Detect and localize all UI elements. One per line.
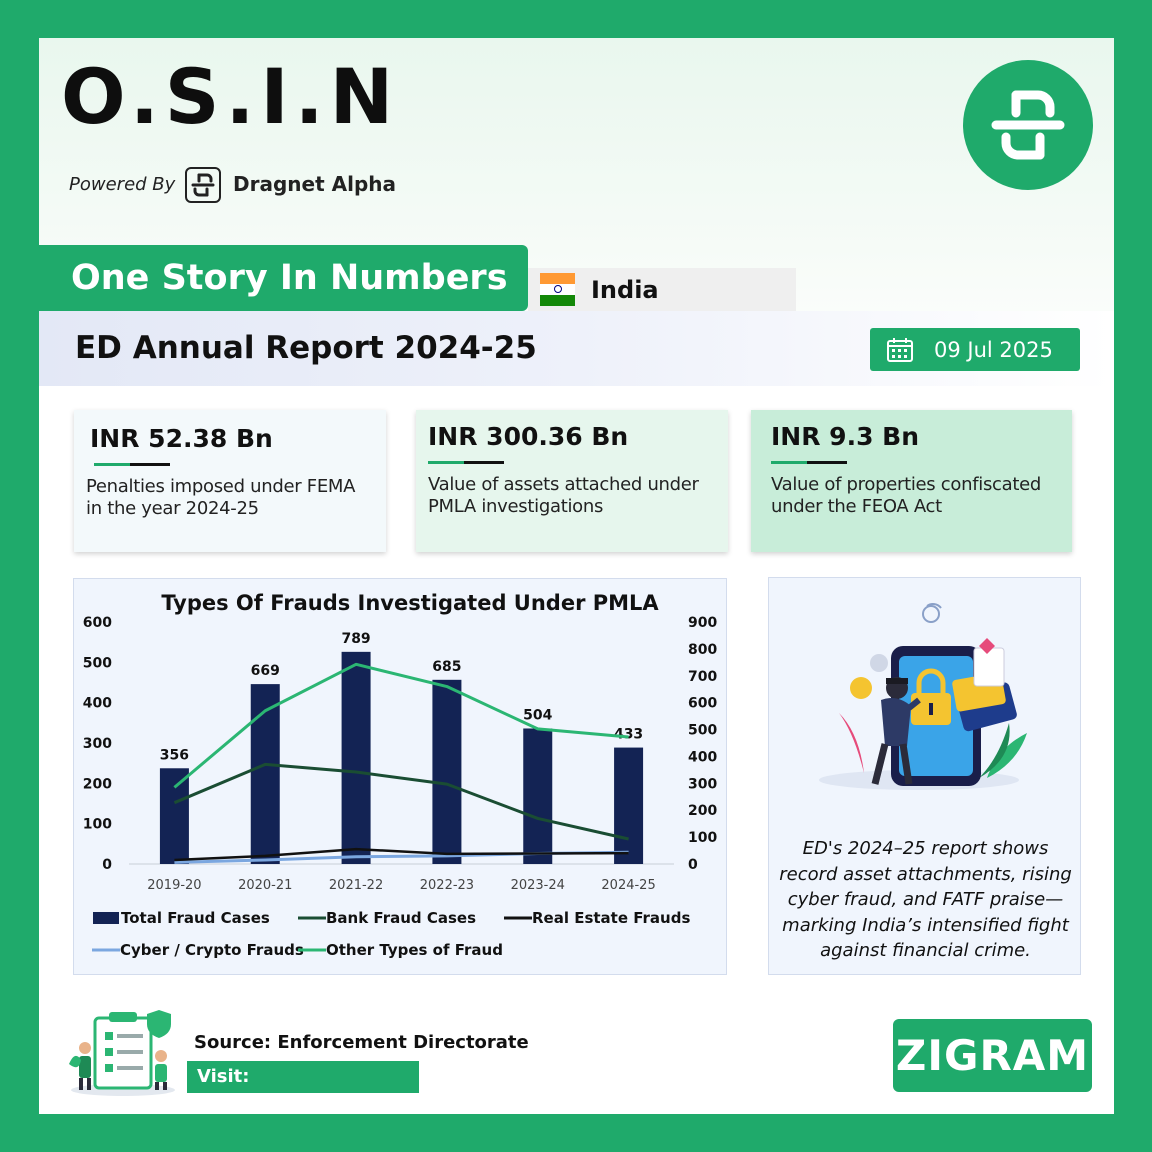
osin-logo: O.S.I.N (61, 52, 400, 141)
country-name: India (591, 275, 659, 304)
bar-data-label: 685 (432, 659, 461, 675)
story-tab: One Story In Numbers (39, 245, 528, 311)
legend-swatch (93, 912, 119, 924)
y-left-tick-label: 500 (83, 655, 112, 671)
x-tick-label: 2019-20 (147, 878, 201, 893)
fraud-chart: Types Of Frauds Investigated Under PMLA 0… (83, 591, 718, 959)
report-title: ED Annual Report 2024-25 (75, 330, 537, 366)
partner-name: Dragnet Alpha (233, 172, 396, 196)
line-real-estate-frauds (174, 847, 629, 862)
y-right-tick-label: 500 (688, 723, 717, 739)
y-right-tick-label: 300 (688, 776, 717, 792)
legend-label: Other Types of Fraud (326, 941, 503, 959)
summary-text: ED's 2024–25 report shows record asset a… (779, 838, 1072, 961)
stat-divider (771, 461, 847, 464)
report-date: 09 Jul 2025 (934, 337, 1053, 362)
stat-divider (428, 461, 504, 464)
date-badge: 09 Jul 2025 (870, 328, 1080, 371)
y-right-tick-label: 100 (688, 830, 717, 846)
y-left-tick-label: 0 (102, 857, 112, 873)
bar-total-fraud-cases (250, 684, 280, 864)
calendar-icon (887, 337, 913, 362)
y-left-tick-label: 300 (83, 736, 112, 752)
line-bank-fraud-cases (173, 762, 629, 841)
y-left-tick-label: 600 (83, 615, 112, 631)
chart-title: Types Of Frauds Investigated Under PMLA (161, 591, 659, 615)
y-right-tick-label: 400 (688, 749, 717, 765)
country-tag: India (528, 268, 796, 311)
stat-card-properties: INR 9.3 Bn Value of properties confiscat… (751, 410, 1072, 552)
y-right-tick-label: 700 (688, 669, 717, 685)
y-right-tick-label: 600 (688, 696, 717, 712)
stat-value: INR 9.3 Bn (771, 422, 920, 451)
x-tick-label: 2023-24 (511, 878, 565, 893)
stat-description: Value of assets attached under PMLA inve… (428, 474, 699, 517)
bar-total-fraud-cases (614, 747, 644, 864)
stat-card-penalties: INR 52.38 Bn Penalties imposed under FEM… (74, 410, 386, 552)
bar-data-label: 789 (341, 631, 370, 647)
osin-brand-icon (963, 60, 1093, 190)
infographic-card: O.S.I.N Powered By Dragnet Alpha One Sto… (39, 38, 1114, 1114)
y-right-tick-label: 800 (688, 642, 717, 658)
stat-description: Penalties imposed under FEMA in the year… (86, 476, 356, 519)
bar-total-fraud-cases (159, 768, 189, 864)
cyber-fraud-illustration (819, 603, 1027, 790)
powered-by-label: Powered By (69, 174, 176, 195)
y-left-tick-label: 200 (83, 776, 112, 792)
summary-panel: ED's 2024–25 report shows record asset a… (768, 577, 1081, 975)
y-left-tick-label: 400 (83, 696, 112, 712)
website-link[interactable]: Visit: www.zigram.tech (187, 1061, 419, 1114)
checklist-illustration (69, 1010, 175, 1096)
y-right-tick-label: 0 (688, 857, 698, 873)
legend-label: Cyber / Crypto Frauds (120, 941, 304, 959)
stat-value: INR 300.36 Bn (428, 422, 629, 451)
bar-data-label: 669 (251, 663, 280, 679)
x-tick-label: 2020-21 (238, 878, 292, 893)
stat-divider (94, 463, 170, 466)
x-tick-label: 2022-23 (420, 878, 474, 893)
bar-total-fraud-cases (432, 679, 462, 864)
source-text: Source: Enforcement Directorate (194, 1032, 529, 1053)
legend-label: Real Estate Frauds (532, 909, 690, 927)
zigram-logo: ZIGRAM (893, 1019, 1092, 1092)
y-left-tick-label: 100 (83, 817, 112, 833)
stat-value: INR 52.38 Bn (90, 424, 273, 453)
y-right-tick-label: 200 (688, 803, 717, 819)
bar-total-fraud-cases (341, 651, 371, 864)
y-right-tick-label: 900 (688, 615, 717, 631)
line-other-types-of-fraud (173, 662, 629, 789)
bar-data-label: 433 (614, 727, 643, 743)
bar-data-label: 356 (160, 747, 189, 763)
x-tick-label: 2021-22 (329, 878, 383, 893)
stat-description: Value of properties confiscated under th… (771, 474, 1042, 517)
bar-total-fraud-cases (523, 728, 553, 864)
legend-label: Total Fraud Cases (121, 909, 270, 927)
legend-label: Bank Fraud Cases (326, 909, 476, 927)
dragnet-alpha-icon (185, 167, 221, 203)
stat-card-assets: INR 300.36 Bn Value of assets attached u… (416, 410, 728, 552)
india-flag-icon (540, 272, 575, 307)
bar-data-label: 504 (523, 707, 552, 723)
fraud-chart-panel: Types Of Frauds Investigated Under PMLA 0… (73, 578, 727, 975)
x-tick-label: 2024-25 (601, 878, 655, 893)
